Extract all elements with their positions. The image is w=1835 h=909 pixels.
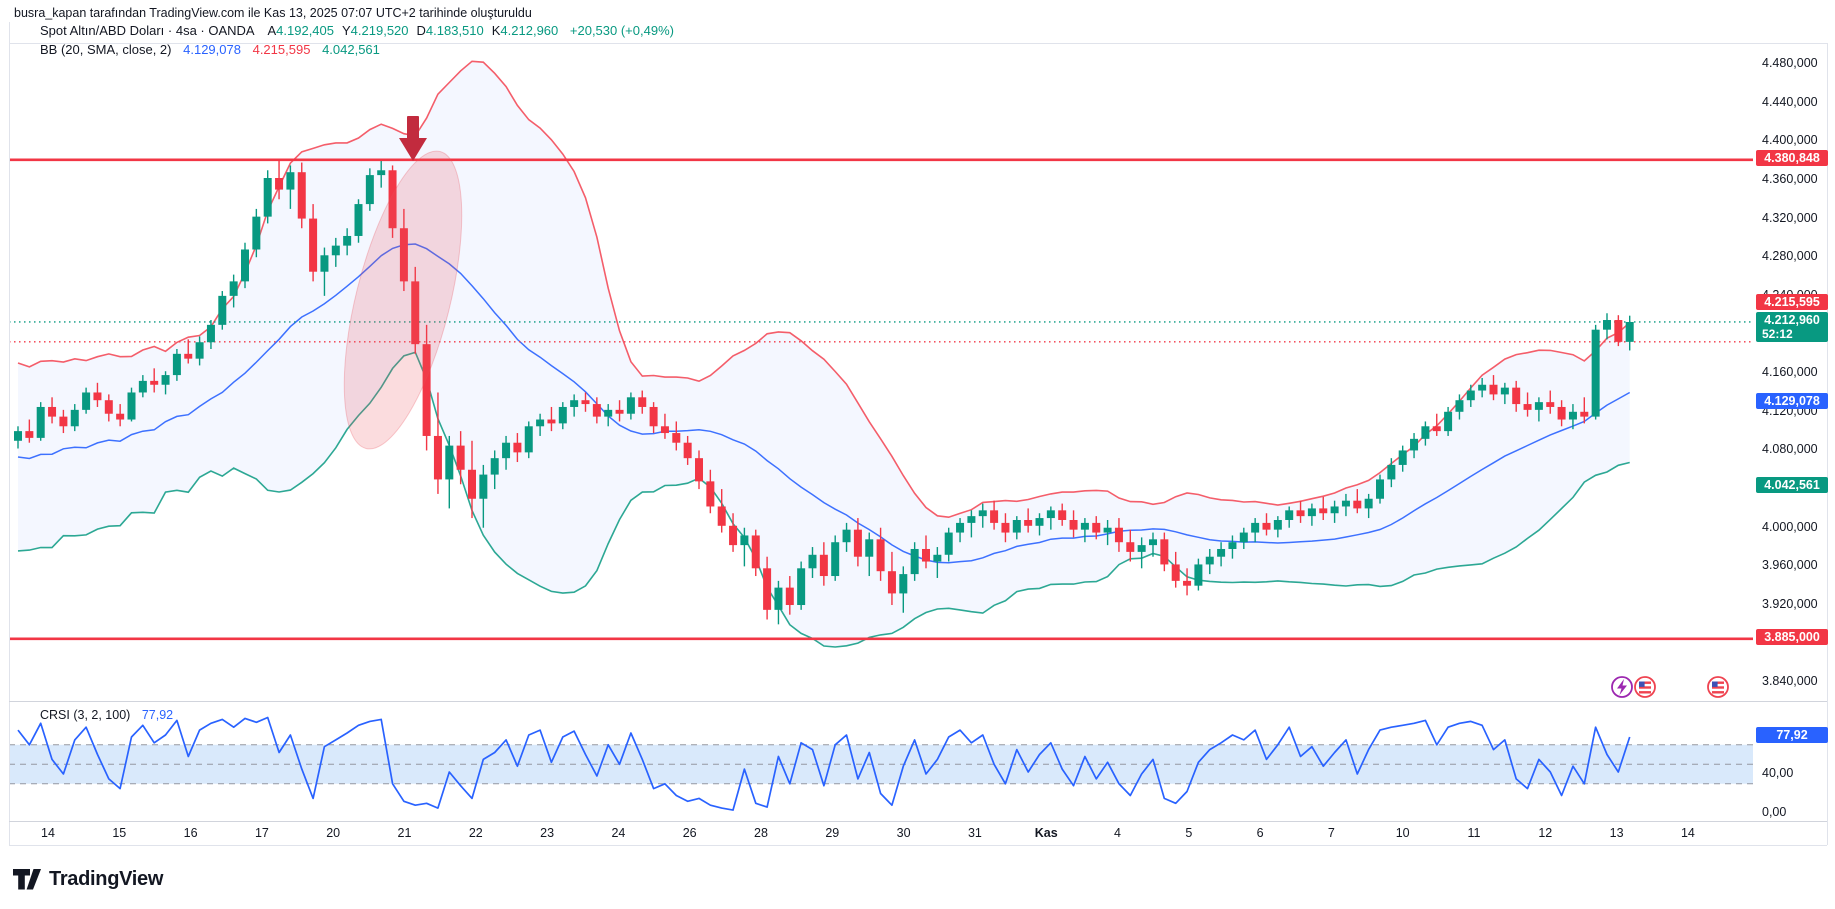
time-axis-label: 17: [254, 826, 269, 840]
price-badge: 4.215,595: [1756, 294, 1828, 311]
crsi-badge: 77,92: [1756, 727, 1828, 744]
ohlc-item: K4.212,960: [492, 23, 559, 38]
time-axis-label: 31: [967, 826, 982, 840]
price-badge-value: 3.885,000: [1764, 629, 1820, 644]
ohlc-letter: Y: [342, 23, 351, 38]
crsi-tick-label: 0,00: [1762, 805, 1787, 819]
price-tick-label: 3.920,000: [1762, 597, 1818, 612]
time-axis-label: 16: [183, 826, 198, 840]
ohlc-value: 4.219,520: [350, 23, 409, 38]
ohlc-value: 4.183,510: [425, 23, 484, 38]
price-tick-label: 4.440,000: [1762, 94, 1818, 109]
time-axis-label: 30: [896, 826, 911, 840]
time-axis-label: 23: [540, 826, 555, 840]
price-badge: 4.129,078: [1756, 393, 1828, 410]
down-arrow-annotation: [399, 116, 427, 161]
price-tick-label: 4.400,000: [1762, 133, 1818, 148]
price-badge: 3.885,000: [1756, 628, 1828, 645]
time-axis-label: 22: [468, 826, 483, 840]
us-flag-event-icon[interactable]: [1634, 676, 1656, 698]
us-flag-event-icon[interactable]: [1707, 676, 1729, 698]
time-axis-label: 7: [1327, 826, 1335, 840]
horizontal-level-lines: [9, 158, 1753, 641]
price-badge: 4.380,848: [1756, 149, 1828, 166]
ohlc-value: 4.192,405: [276, 23, 334, 38]
chart-frame: [9, 22, 1828, 846]
price-badge-value: 4.380,848: [1764, 150, 1820, 165]
crsi-legend: CRSI (3, 2, 100) 77,92: [40, 708, 173, 722]
time-axis-label: 12: [1538, 826, 1553, 840]
bb-name: BB (20, SMA, close, 2): [40, 42, 172, 57]
ohlc-item: D4.183,510: [417, 23, 484, 38]
time-axis-label: 5: [1185, 826, 1193, 840]
price-badge-value: 4.212,960: [1764, 312, 1820, 327]
time-axis-label: 11: [1467, 826, 1481, 840]
ohlc-values: A4.192,405 Y4.219,520 D4.183,510 K4.212,960: [267, 23, 566, 38]
tradingview-logomark: [13, 869, 41, 890]
price-tick-label: 3.840,000: [1762, 674, 1818, 689]
bb-lower-value: 4.042,561: [322, 42, 380, 57]
time-axis-label: 13: [1609, 826, 1624, 840]
time-axis-label: 20: [326, 826, 341, 840]
time-axis-label: 4: [1114, 826, 1121, 840]
time-axis-label: 10: [1395, 826, 1410, 840]
time-axis-label: 29: [825, 826, 840, 840]
price-tick-label: 4.320,000: [1762, 210, 1818, 225]
price-badge-value: 4.042,561: [1764, 477, 1820, 492]
price-badge: 4.042,561: [1756, 476, 1828, 493]
crsi-name: CRSI (3, 2, 100): [40, 708, 131, 722]
candles-layer: [14, 160, 1634, 625]
ohlc-value: 4.212,960: [500, 23, 559, 38]
bb-legend: BB (20, SMA, close, 2) 4.129,078 4.215,5…: [40, 42, 380, 57]
time-axis-label: 6: [1256, 826, 1264, 840]
price-tick-label: 3.960,000: [1762, 558, 1818, 573]
bb-basis-value: 4.129,078: [183, 42, 241, 57]
price-badge-value: 4.215,595: [1764, 295, 1820, 310]
change-value: +20,530 (+0,49%): [569, 23, 674, 38]
time-axis-label: 21: [397, 826, 412, 840]
lightning-event-icon[interactable]: [1611, 676, 1633, 698]
chart-layers: [9, 60, 1753, 811]
ohlc-letter: A: [267, 23, 277, 38]
time-axis-label: 14: [41, 826, 55, 840]
ohlc-item: A4.192,405: [267, 23, 334, 38]
bb-upper-value: 4.215,595: [252, 42, 311, 57]
ohlc-letter: D: [416, 23, 426, 38]
event-icons[interactable]: [1611, 676, 1729, 698]
crsi-line-layer: [17, 716, 1631, 811]
attribution-text: busra_kapan tarafından TradingView.com i…: [14, 6, 532, 20]
symbol-title: Spot Altın/ABD Doları · 4sa · OANDA: [40, 23, 255, 38]
time-axis-label: 28: [754, 826, 768, 840]
price-badge-value: 4.129,078: [1764, 394, 1820, 409]
ohlc-item: Y4.219,520: [342, 23, 409, 38]
tradingview-logo[interactable]: TradingView: [12, 864, 163, 894]
time-axis-label: 14: [1680, 826, 1695, 840]
price-tick-label: 4.080,000: [1762, 442, 1818, 457]
price-tick-label: 4.360,000: [1762, 171, 1818, 186]
ohlc-letter: K: [491, 23, 501, 38]
highlight-ellipse-annotation: [343, 150, 463, 450]
crsi-band-layer: [9, 744, 1753, 785]
price-tick-label: 4.280,000: [1762, 249, 1818, 264]
time-axis-label: 24: [611, 826, 626, 840]
symbol-legend: Spot Altın/ABD Doları · 4sa · OANDA A4.1…: [40, 23, 674, 38]
time-axis-label: 26: [682, 826, 697, 840]
price-badge: 4.212,960 52:12: [1756, 311, 1828, 342]
crsi-value: 77,92: [141, 708, 174, 722]
bollinger-bands-layer: [17, 60, 1631, 648]
bar-countdown: 52:12: [1762, 326, 1793, 341]
price-tick-label: 4.160,000: [1762, 365, 1818, 380]
time-axis-label: Kas: [1034, 826, 1058, 840]
brand-name: TradingView: [49, 867, 164, 890]
crsi-tick-label: 40,00: [1762, 766, 1794, 780]
time-axis-label: 15: [112, 826, 127, 840]
price-tick-label: 4.000,000: [1762, 519, 1818, 534]
dotted-price-lines: [9, 321, 1753, 343]
price-tick-label: 4.480,000: [1762, 56, 1818, 70]
